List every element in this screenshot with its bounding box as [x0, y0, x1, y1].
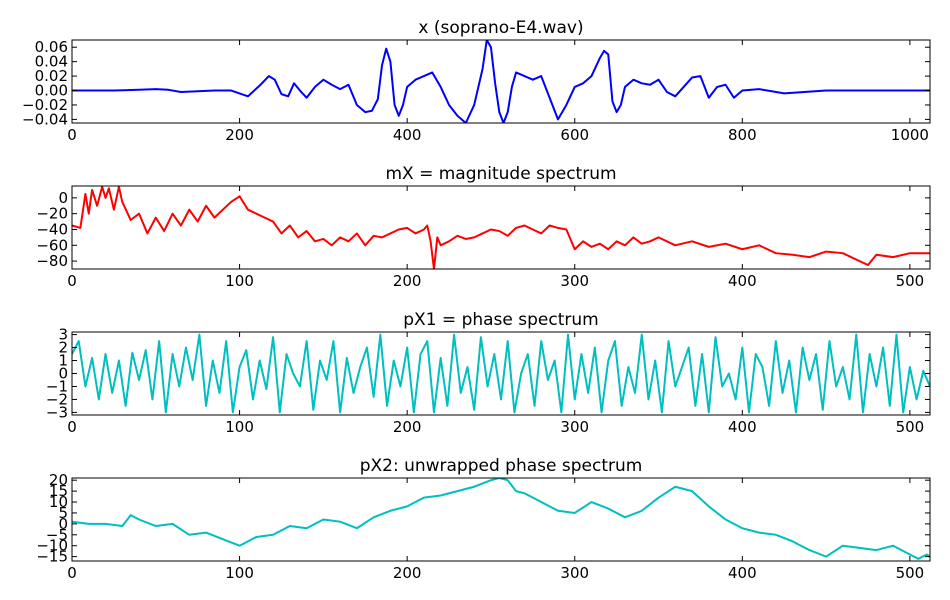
series-line	[72, 333, 930, 414]
x-tick-label: 300	[560, 272, 589, 290]
x-tick-label: 0	[67, 418, 77, 436]
subplot-title: pX1 = phase spectrum	[403, 310, 598, 330]
y-tick-label: 1	[58, 352, 68, 370]
x-tick-label: 0	[67, 272, 77, 290]
x-tick-label: 600	[560, 126, 589, 144]
x-tick-label: 400	[728, 418, 757, 436]
x-tick-label: 200	[393, 272, 422, 290]
y-tick-label: 15	[49, 482, 68, 500]
y-tick-label: −3	[46, 403, 68, 421]
series-line	[72, 478, 930, 560]
x-tick-label: 200	[393, 418, 422, 436]
y-tick-label: 0.02	[35, 67, 68, 85]
x-tick-label: 400	[393, 126, 422, 144]
x-tick-label: 300	[560, 418, 589, 436]
y-tick-label: −0.04	[22, 110, 68, 128]
y-tick-label: 0	[58, 189, 68, 207]
x-tick-label: 400	[728, 272, 757, 290]
x-tick-label: 200	[225, 126, 254, 144]
y-tick-label: 0	[58, 515, 68, 533]
x-tick-label: 200	[393, 564, 422, 582]
x-tick-label: 100	[225, 272, 254, 290]
y-tick-label: 0.06	[35, 38, 68, 56]
y-tick-label: −80	[36, 252, 68, 270]
series-line	[72, 40, 930, 123]
subplot-3: pX1 = phase spectrum 0 100 200 300 400 500 −3−2…	[46, 310, 931, 436]
axes-frame	[71, 39, 931, 124]
x-tick-label: 500	[896, 272, 925, 290]
y-tick-label: 3	[58, 326, 68, 344]
x-tick-label: 500	[896, 564, 925, 582]
subplot-1: x (soprano-E4.wav) 0 200 400 600 800 1000 −0.04…	[22, 18, 931, 144]
subplot-2: mX = magnitude spectrum 0 100 200 300 400 500 −…	[36, 164, 931, 290]
y-tick-label: 0.00	[35, 82, 68, 100]
x-tick-label: 0	[67, 126, 77, 144]
y-tick-label: −10	[36, 537, 68, 555]
subplot-title: mX = magnitude spectrum	[385, 164, 616, 184]
y-tick-label: 0	[58, 365, 68, 383]
y-tick-label: 20	[49, 471, 68, 489]
y-tick-label: −60	[36, 236, 68, 254]
y-tick-label: −40	[36, 220, 68, 238]
x-tick-label: 100	[225, 418, 254, 436]
y-tick-label: −5	[46, 526, 68, 544]
x-tick-label: 0	[67, 564, 77, 582]
y-tick-label: 0.04	[35, 53, 68, 71]
x-tick-label: 800	[728, 126, 757, 144]
y-tick-label: −15	[36, 548, 68, 566]
y-tick-label: 2	[58, 339, 68, 357]
subplot-title: pX2: unwrapped phase spectrum	[360, 456, 643, 476]
x-tick-label: 500	[896, 418, 925, 436]
x-tick-label: 400	[728, 564, 757, 582]
y-tick-label: 5	[58, 504, 68, 522]
series-line	[72, 186, 930, 269]
y-tick-label: −0.02	[22, 96, 68, 114]
y-tick-label: −1	[46, 377, 68, 395]
axes-frame	[71, 477, 931, 562]
y-tick-label: 10	[49, 493, 68, 511]
axes-frame	[71, 185, 931, 270]
y-tick-label: −20	[36, 205, 68, 223]
y-tick-label: −2	[46, 390, 68, 408]
x-tick-label: 1000	[891, 126, 929, 144]
x-tick-label: 300	[560, 564, 589, 582]
subplot-title: x (soprano-E4.wav)	[418, 18, 583, 38]
x-tick-label: 100	[225, 564, 254, 582]
